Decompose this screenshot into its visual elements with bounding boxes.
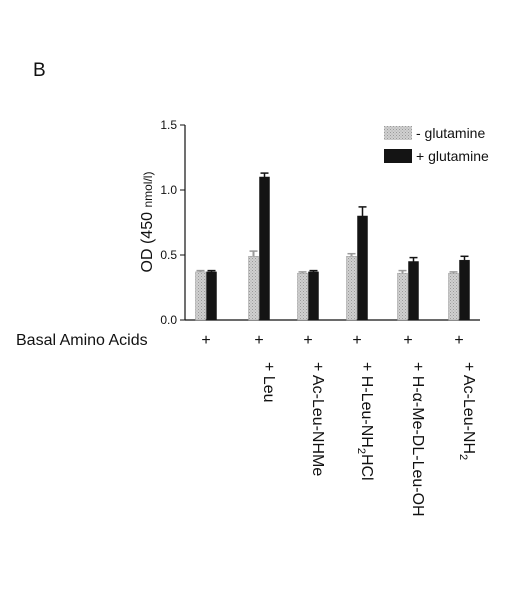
category-label-text: + Leu	[260, 362, 277, 402]
y-tick-label: 1.5	[160, 118, 177, 132]
y-tick-label: 1.0	[160, 183, 177, 197]
bar-plus-glutamine	[459, 259, 470, 321]
y-axis-title-unit: nmol/l)	[141, 172, 155, 208]
y-axis-title: OD (450 nmol/l)	[139, 172, 156, 273]
category-label-text: + Ac-Leu-NHMe	[309, 362, 326, 476]
y-axis-label: OD (450 nmol/l)	[139, 172, 156, 273]
y-axis-title-main: OD (450	[139, 208, 156, 273]
bar-minus-glutamine	[448, 272, 459, 321]
legend-swatch-plus-glutamine	[384, 149, 412, 163]
y-tick-label: 0.0	[160, 313, 177, 327]
category-label: + Ac-Leu-NH2	[457, 362, 477, 460]
basal-plus-mark: +	[454, 332, 463, 349]
category-label-text: + H-α-Me-DL-Leu-OH	[409, 362, 426, 517]
category-label: + Ac-Leu-NHMe	[309, 362, 326, 476]
bar-minus-glutamine	[195, 271, 206, 321]
bar-plus-glutamine	[408, 261, 419, 321]
category-label: + Leu	[260, 362, 277, 402]
legend-label: + glutamine	[416, 148, 489, 164]
basal-amino-acids-row: Basal Amino Acids + + + + + +	[16, 332, 464, 349]
category-label-text: + H-Leu-NH	[358, 362, 375, 448]
bar-minus-glutamine	[346, 256, 357, 321]
bar-plus-glutamine	[206, 271, 217, 321]
category-label-subscript: 2	[355, 448, 367, 454]
bar-minus-glutamine	[397, 272, 408, 321]
basal-plus-mark: +	[254, 332, 263, 349]
legend: - glutamine + glutamine	[384, 125, 489, 164]
basal-amino-acids-label: Basal Amino Acids	[16, 332, 148, 349]
category-label-subscript: 2	[457, 454, 469, 460]
category-label: + H-α-Me-DL-Leu-OH	[409, 362, 426, 517]
category-label: + H-Leu-NH2HCl	[355, 362, 375, 481]
basal-plus-mark: +	[303, 332, 312, 349]
bars	[195, 172, 470, 321]
basal-plus-mark: +	[403, 332, 412, 349]
axes	[184, 125, 480, 321]
legend-swatch-minus-glutamine	[384, 126, 412, 140]
category-label-text: + Ac-Leu-NH	[460, 362, 477, 454]
basal-plus-mark: +	[201, 332, 210, 349]
y-tick-label: 0.5	[160, 248, 177, 262]
bar-minus-glutamine	[297, 272, 308, 321]
category-label-suffix: HCl	[358, 454, 375, 481]
y-ticks: 0.0 0.5 1.0 1.5	[160, 118, 185, 327]
bar-plus-glutamine	[357, 215, 368, 321]
panel-label: B	[33, 60, 46, 81]
bar-plus-glutamine	[259, 176, 270, 321]
legend-label: - glutamine	[416, 125, 485, 141]
category-labels: + Leu + Ac-Leu-NHMe + H-Leu-NH2HCl + H-α-Me…	[260, 362, 477, 517]
bar-minus-glutamine	[248, 256, 259, 321]
bar-plus-glutamine	[308, 271, 319, 321]
basal-plus-mark: +	[352, 332, 361, 349]
